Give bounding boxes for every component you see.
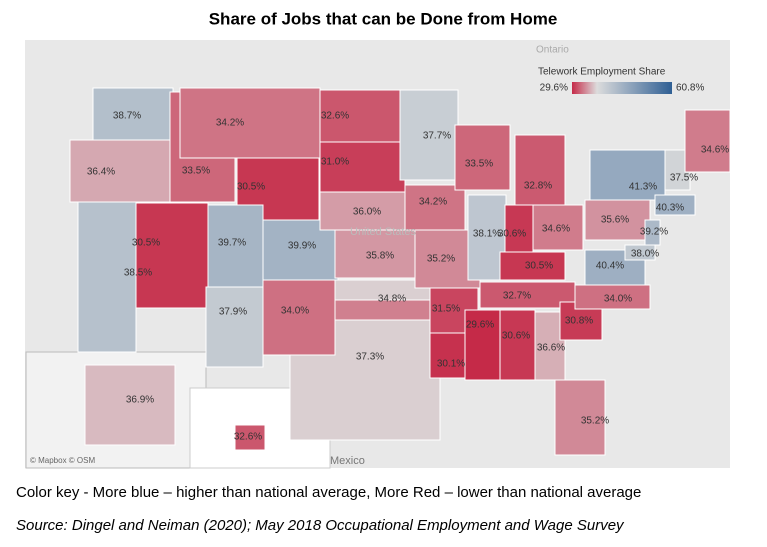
value-label: 34.8% bbox=[378, 294, 406, 305]
legend-title: Telework Employment Share bbox=[538, 67, 666, 78]
region bbox=[684, 109, 731, 173]
value-label: 36.9% bbox=[126, 395, 154, 406]
place-label: Mexico bbox=[330, 455, 365, 467]
region bbox=[454, 124, 511, 191]
source: Source: Dingel and Neiman (2020); May 20… bbox=[16, 517, 624, 534]
value-label: 41.3% bbox=[629, 182, 657, 193]
value-label: 34.0% bbox=[281, 306, 309, 317]
value-label: 37.7% bbox=[423, 131, 451, 142]
region bbox=[479, 281, 576, 309]
value-label: 34.2% bbox=[216, 118, 244, 129]
value-label: 39.9% bbox=[288, 241, 316, 252]
value-label: 31.5% bbox=[432, 304, 460, 315]
value-label: 32.8% bbox=[524, 181, 552, 192]
region bbox=[399, 89, 459, 181]
value-label: 32.6% bbox=[321, 111, 349, 122]
value-label: 37.9% bbox=[219, 307, 247, 318]
value-label: 40.4% bbox=[596, 261, 624, 272]
value-label: 36.6% bbox=[537, 343, 565, 354]
legend-gradient bbox=[572, 82, 672, 94]
region bbox=[179, 87, 321, 159]
region bbox=[69, 139, 171, 203]
region bbox=[404, 184, 466, 231]
value-label: 38.0% bbox=[631, 249, 659, 260]
value-label: 36.0% bbox=[353, 207, 381, 218]
value-label: 34.0% bbox=[604, 294, 632, 305]
value-label: 34.2% bbox=[419, 197, 447, 208]
value-label: 38.5% bbox=[124, 268, 152, 279]
region bbox=[589, 149, 666, 201]
legend-min: 29.6% bbox=[540, 83, 568, 94]
value-label: 35.2% bbox=[581, 416, 609, 427]
region bbox=[234, 424, 266, 451]
value-label: 33.5% bbox=[182, 166, 210, 177]
region bbox=[624, 244, 656, 261]
region bbox=[464, 309, 501, 381]
value-label: 35.6% bbox=[601, 215, 629, 226]
value-label: 38.1% bbox=[473, 229, 501, 240]
region bbox=[514, 134, 566, 208]
region bbox=[207, 204, 264, 288]
region bbox=[334, 229, 431, 279]
value-label: 30.5% bbox=[237, 182, 265, 193]
value-label: 32.6% bbox=[234, 432, 262, 443]
attribution: © Mapbox © OSM bbox=[30, 456, 95, 465]
value-label: 38.7% bbox=[113, 111, 141, 122]
region bbox=[499, 309, 536, 381]
value-label: 30.8% bbox=[565, 316, 593, 327]
value-label: 39.7% bbox=[218, 238, 246, 249]
place-label: Ontario bbox=[536, 45, 569, 56]
place-label: United States bbox=[350, 226, 417, 238]
region bbox=[84, 364, 176, 446]
value-label: 31.0% bbox=[321, 157, 349, 168]
region bbox=[135, 202, 209, 309]
value-label: 30.6% bbox=[498, 229, 526, 240]
value-label: 30.1% bbox=[437, 359, 465, 370]
region bbox=[77, 201, 137, 353]
region bbox=[532, 204, 584, 251]
value-label: 40.3% bbox=[656, 203, 684, 214]
value-label: 34.6% bbox=[701, 145, 729, 156]
region bbox=[644, 219, 661, 246]
value-label: 30.5% bbox=[132, 238, 160, 249]
region bbox=[262, 279, 336, 356]
value-label: 37.5% bbox=[670, 173, 698, 184]
value-label: 39.2% bbox=[640, 227, 668, 238]
caption: Color key - More blue – higher than nati… bbox=[16, 484, 642, 501]
region bbox=[319, 89, 401, 143]
value-label: 30.5% bbox=[525, 261, 553, 272]
legend-max: 60.8% bbox=[676, 83, 704, 94]
value-label: 34.6% bbox=[542, 224, 570, 235]
region bbox=[554, 379, 606, 456]
region bbox=[205, 286, 264, 368]
region bbox=[584, 199, 651, 241]
value-label: 36.4% bbox=[87, 167, 115, 178]
value-label: 35.2% bbox=[427, 254, 455, 265]
map: Share of Jobs that can be Done from Home… bbox=[25, 9, 731, 469]
region bbox=[319, 191, 421, 231]
value-label: 33.5% bbox=[465, 159, 493, 170]
value-label: 37.3% bbox=[356, 352, 384, 363]
value-label: 35.8% bbox=[366, 251, 394, 262]
value-label: 32.7% bbox=[503, 291, 531, 302]
title: Share of Jobs that can be Done from Home bbox=[209, 9, 558, 28]
region bbox=[654, 194, 696, 216]
region bbox=[499, 251, 566, 281]
value-label: 30.6% bbox=[502, 331, 530, 342]
value-label: 29.6% bbox=[466, 320, 494, 331]
